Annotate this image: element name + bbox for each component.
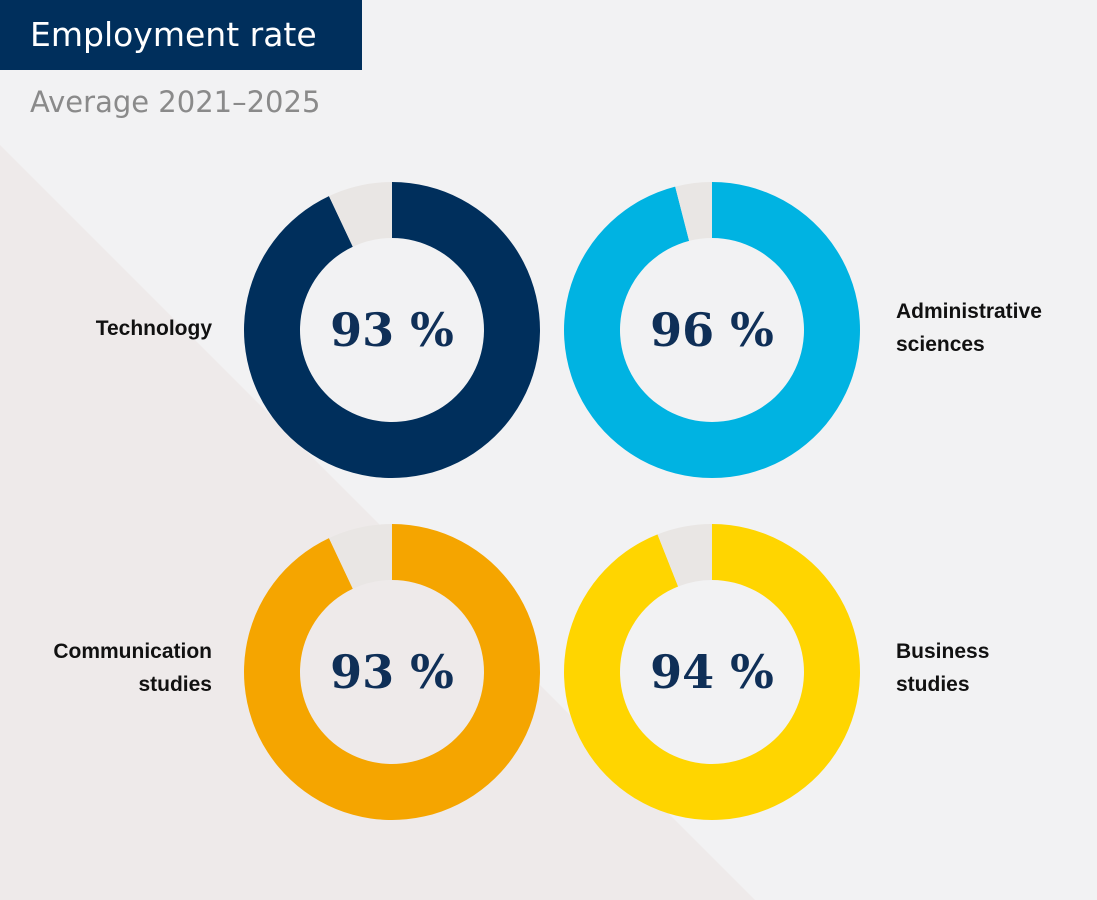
value-label-administrative-sciences: 96 %: [650, 303, 774, 357]
slice-communication-studies-value: [243, 524, 540, 820]
value-label-technology: 93 %: [330, 303, 454, 357]
category-label-communication-studies: Communication studies: [53, 640, 212, 696]
value-label-communication-studies: 93 %: [330, 645, 454, 699]
slice-administrative-sciences-remainder: [675, 182, 712, 241]
slice-technology-value: [243, 182, 540, 479]
donut-administrative-sciences: 96 %: [563, 182, 860, 478]
chart-subtitle: Average 2021–2025: [30, 85, 321, 119]
slice-business-studies-value: [564, 524, 861, 821]
chart-title: Employment rate: [30, 15, 317, 54]
category-label-administrative-sciences: Administrative sciences: [896, 300, 1042, 356]
slice-administrative-sciences-value: [563, 182, 860, 478]
slice-communication-studies-remainder: [328, 524, 392, 589]
category-label-technology: Technology: [95, 316, 212, 340]
donut-communication-studies: 93 %: [243, 524, 540, 820]
donut-technology: 93 %: [243, 182, 540, 479]
value-label-business-studies: 94 %: [650, 645, 774, 699]
category-label-business-studies: Business studies: [896, 640, 990, 696]
slice-technology-remainder: [328, 182, 392, 247]
donut-business-studies: 94 %: [564, 524, 861, 821]
slice-business-studies-remainder: [657, 524, 712, 587]
title-banner: Employment rate: [0, 0, 362, 70]
